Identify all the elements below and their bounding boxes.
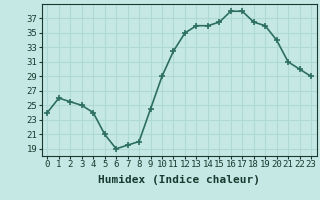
X-axis label: Humidex (Indice chaleur): Humidex (Indice chaleur): [98, 175, 260, 185]
